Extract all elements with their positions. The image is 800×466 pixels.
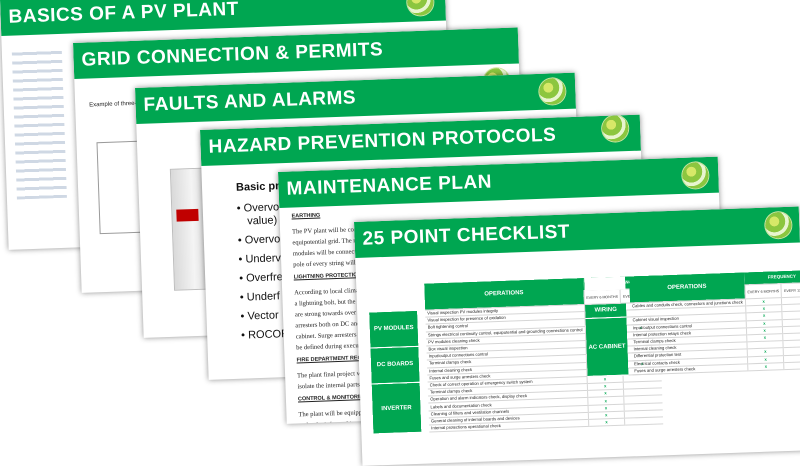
check-6m-cell: x: [747, 362, 785, 371]
slide-title: BASICS OF A PV PLANT: [0, 0, 446, 36]
spacer-cell: [417, 296, 425, 310]
section-heading: EARTHING: [291, 212, 321, 220]
spacer-cell: [626, 289, 630, 303]
diagram-caption: Example of three-p: [89, 100, 140, 109]
check-12m-cell: [624, 416, 664, 426]
spacer-cell: [421, 425, 429, 432]
operations-header: OPERATIONS: [629, 272, 746, 303]
check-6m-cell: x: [588, 418, 625, 427]
text-line: pole of every string will b: [293, 259, 361, 269]
relay-display: [176, 208, 199, 222]
slide-25-point-checklist[interactable]: 25 POINT CHECKLIST OPERATIONSFREQUENCYEV…: [354, 206, 800, 466]
category-cell: PV MODULES: [369, 310, 419, 348]
frequency-column-6m: EVERY 6 MONTHS: [744, 283, 782, 299]
frequency-column-12m: EVERY 12 MONTHS: [781, 282, 800, 298]
pv-array-schematic: [11, 47, 67, 200]
category-cell: WIRING: [585, 303, 627, 319]
category-cell: INVERTER: [371, 382, 422, 435]
section-heading: LIGHTNING PROTECTION: [293, 272, 362, 281]
category-cell: DC BOARDS: [370, 346, 420, 384]
checklist-table-right: OPERATIONS FREQUENCY EVERY 6 MONTHS EVERY 1…: [584, 269, 800, 377]
text-line: be defined during executi: [296, 342, 363, 352]
check-12m-cell: [784, 360, 800, 370]
section-heading: FIRE DEPARTMENT REQU: [296, 355, 366, 364]
text-line: isolate the internal parts o: [297, 381, 365, 391]
blank-cell: [585, 289, 626, 304]
category-cell: AC CABINET: [585, 317, 629, 377]
section-heading: CONTROL & MONITORIN: [297, 394, 364, 403]
